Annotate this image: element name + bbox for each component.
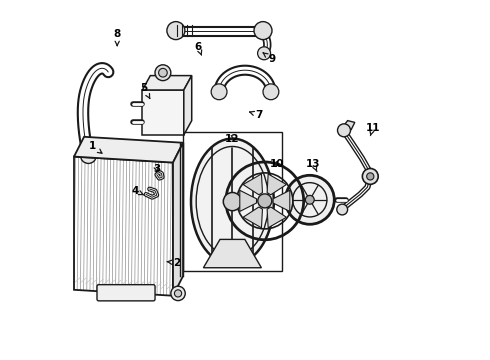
- Circle shape: [211, 84, 227, 100]
- Circle shape: [367, 173, 374, 180]
- Text: 3: 3: [153, 164, 160, 174]
- Text: 5: 5: [141, 83, 150, 99]
- Circle shape: [159, 68, 167, 77]
- Circle shape: [174, 290, 182, 297]
- Polygon shape: [184, 76, 192, 135]
- Text: 2: 2: [167, 258, 180, 268]
- Circle shape: [223, 193, 242, 211]
- Circle shape: [263, 84, 279, 100]
- Text: 7: 7: [250, 110, 263, 120]
- Polygon shape: [243, 207, 263, 228]
- Circle shape: [305, 195, 314, 204]
- Text: 4: 4: [131, 186, 144, 196]
- Circle shape: [363, 168, 378, 184]
- Circle shape: [258, 47, 270, 60]
- Polygon shape: [143, 90, 184, 135]
- Polygon shape: [173, 143, 183, 296]
- Polygon shape: [240, 190, 256, 211]
- Polygon shape: [267, 174, 287, 195]
- Polygon shape: [74, 137, 183, 163]
- Circle shape: [171, 286, 185, 301]
- Text: 11: 11: [366, 123, 380, 136]
- Circle shape: [338, 124, 350, 137]
- Text: 1: 1: [88, 141, 102, 153]
- Circle shape: [258, 194, 272, 208]
- Text: 12: 12: [225, 134, 240, 144]
- Polygon shape: [342, 121, 355, 130]
- Circle shape: [254, 22, 272, 40]
- Circle shape: [80, 148, 97, 163]
- Circle shape: [285, 175, 334, 224]
- Polygon shape: [143, 76, 192, 90]
- Circle shape: [167, 22, 185, 40]
- Circle shape: [155, 65, 171, 81]
- Polygon shape: [273, 190, 290, 211]
- Ellipse shape: [191, 139, 274, 265]
- Text: 8: 8: [114, 29, 121, 45]
- Text: 6: 6: [195, 42, 202, 55]
- Polygon shape: [267, 207, 287, 228]
- Polygon shape: [203, 239, 261, 268]
- Text: 10: 10: [270, 159, 285, 169]
- Text: 13: 13: [306, 159, 320, 172]
- Polygon shape: [243, 174, 263, 195]
- FancyBboxPatch shape: [97, 285, 155, 301]
- Circle shape: [337, 204, 347, 215]
- Text: 9: 9: [263, 53, 275, 64]
